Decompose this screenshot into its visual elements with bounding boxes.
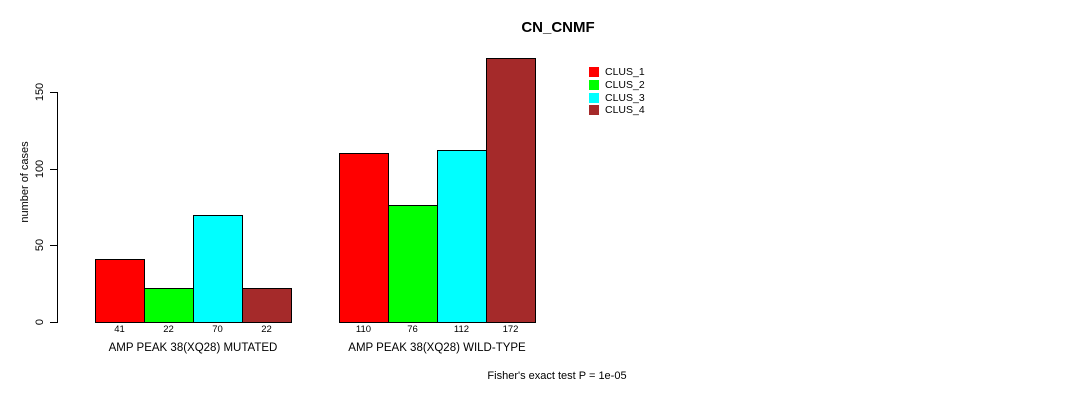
- group-label-wild-type: AMP PEAK 38(XQ28) WILD-TYPE: [348, 342, 526, 354]
- y-axis-tick-label: 150: [34, 82, 46, 102]
- bar-value-label: 41: [114, 324, 125, 335]
- bar-clus_3-group1: [193, 215, 243, 323]
- legend-swatch-clus_4: [589, 105, 599, 116]
- bar-value-label: 110: [355, 324, 372, 335]
- legend-label-clus_1: CLUS_1: [605, 66, 645, 78]
- chart-title: CN_CNMF: [521, 19, 595, 36]
- footnote-pvalue: Fisher's exact test P = 1e-05: [487, 370, 627, 382]
- y-axis-tick-label: 0: [34, 318, 46, 326]
- y-axis-tick: [50, 322, 58, 323]
- y-axis-tick: [50, 168, 58, 170]
- bar-value-label: 22: [163, 324, 174, 335]
- legend-label-clus_3: CLUS_3: [605, 91, 645, 104]
- bar-clus_1-group2: [339, 153, 389, 323]
- group-label-mutated: AMP PEAK 38(XQ28) MUTATED: [108, 342, 278, 354]
- bar-clus_2-group1: [144, 288, 194, 323]
- y-axis-tick-label: 50: [34, 239, 46, 252]
- bar-value-label: 112: [453, 324, 470, 335]
- legend-swatch-clus_2: [589, 79, 599, 90]
- bar-clus_3-group2: [437, 150, 487, 323]
- bar-clus_1-group1: [95, 259, 145, 323]
- y-axis-tick: [50, 92, 58, 93]
- legend-label-clus_2: CLUS_2: [605, 78, 645, 91]
- y-axis-tick: [50, 245, 58, 247]
- y-axis-line: [57, 92, 58, 323]
- y-axis-tick-label: 100: [34, 159, 46, 178]
- bar-clus_4-group2: [486, 58, 536, 323]
- bar-value-label: 70: [212, 324, 223, 335]
- bar-value-label: 172: [502, 324, 519, 335]
- bar-clus_2-group2: [388, 205, 438, 323]
- bar-clus_4-group1: [242, 288, 292, 323]
- legend-swatch-clus_1: [589, 67, 599, 77]
- bar-value-label: 76: [407, 324, 418, 335]
- legend-label-clus_4: CLUS_4: [605, 104, 645, 117]
- legend-swatch-clus_3: [589, 92, 599, 103]
- bar-value-label: 22: [261, 324, 272, 335]
- y-axis-label: number of cases: [19, 141, 31, 223]
